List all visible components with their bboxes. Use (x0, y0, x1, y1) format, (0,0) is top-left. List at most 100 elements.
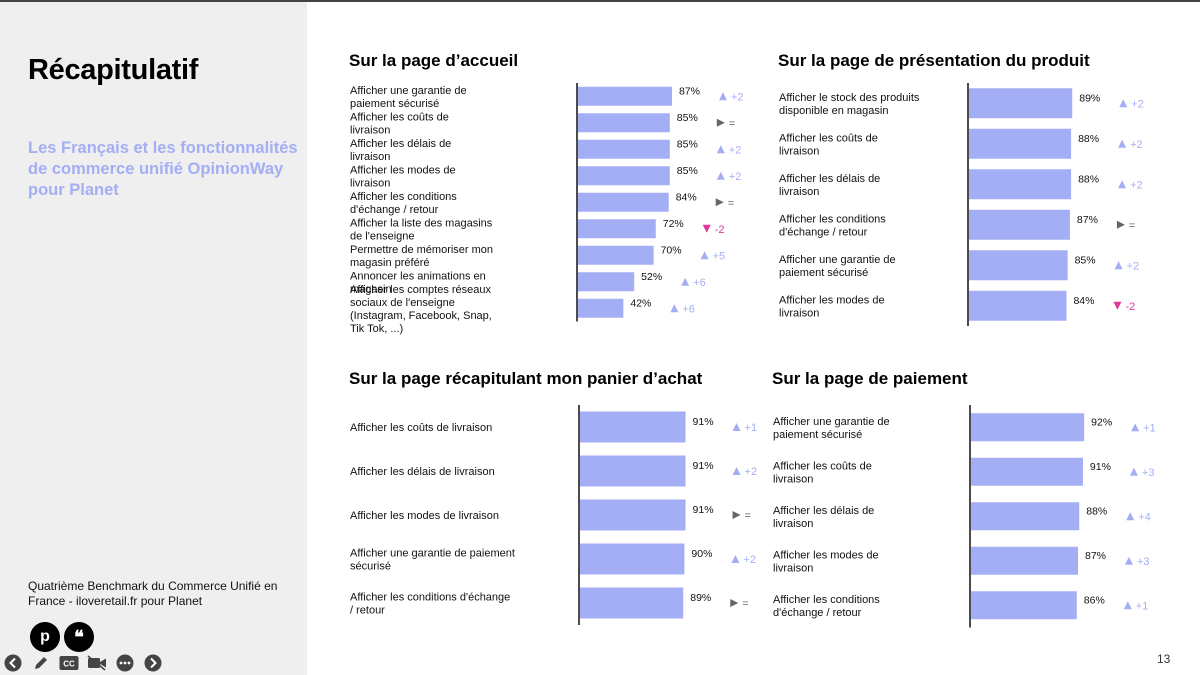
value-label: 87% (1085, 550, 1106, 562)
trend-up-icon (700, 251, 709, 260)
more-options-button[interactable] (115, 653, 135, 673)
value-label: 86% (1084, 594, 1105, 606)
trend-same-icon (715, 198, 724, 207)
value-label: 92% (1091, 416, 1112, 428)
bar (578, 219, 656, 239)
category-label: Afficher une garantie de paiement sécuris… (773, 416, 890, 441)
value-label: 91% (1090, 461, 1111, 473)
trend-up-icon (1129, 467, 1138, 476)
bar (580, 499, 686, 531)
change-label: = (1129, 220, 1135, 232)
page-number: 13 (1157, 652, 1171, 666)
value-label: 88% (1078, 133, 1099, 145)
category-label: Afficher les conditions d'échange / retou… (350, 191, 457, 216)
category-label: Afficher une garantie de paiement sécuris… (350, 548, 515, 573)
value-label: 70% (661, 244, 682, 256)
value-label: 87% (1077, 214, 1098, 226)
trend-down-icon (1113, 301, 1122, 310)
bar (578, 272, 635, 292)
bar (580, 543, 685, 575)
presentation-toolbar: CC (3, 652, 163, 674)
change-label: +3 (1137, 556, 1150, 568)
next-slide-button[interactable] (143, 653, 163, 673)
change-label: +2 (1131, 98, 1144, 110)
bar (578, 113, 670, 133)
chart-home-page: Afficher une garantie de paiement sécuris… (349, 83, 749, 338)
change-label: +2 (729, 171, 742, 183)
category-label: Afficher les conditions d'échange / retou… (350, 592, 510, 617)
chart-svg: Afficher le stock des produits disponible… (779, 83, 1144, 326)
value-label: 91% (693, 460, 714, 472)
change-label: = (728, 197, 734, 209)
trend-up-icon (1131, 423, 1140, 432)
trend-up-icon (1119, 99, 1128, 108)
change-label: = (729, 118, 735, 130)
trend-up-icon (670, 304, 679, 313)
source-note: Quatrième Benchmark du Commerce Unifié e… (28, 579, 278, 608)
bar (969, 209, 1070, 240)
chart-payment-page: Afficher une garantie de paiement sécuris… (772, 405, 1162, 630)
category-label: Afficher les délais de livraison (779, 173, 880, 198)
category-label: Afficher les conditions d'échange / retou… (779, 213, 886, 238)
pen-tool-button[interactable] (31, 653, 51, 673)
quote-logo-icon: ❝ (64, 622, 94, 652)
category-label: Permettre de mémoriser mon magasin préfér… (350, 244, 493, 269)
trend-up-icon (1118, 139, 1127, 148)
bar (580, 587, 684, 619)
trend-up-icon (681, 277, 690, 286)
value-label: 89% (690, 592, 711, 604)
change-label: +5 (713, 250, 726, 262)
chart-cart-page: Afficher les coûts de livraison 91% +1 Affi… (349, 405, 757, 630)
trend-up-icon (1123, 601, 1132, 610)
sidebar: Récapitulatif Les Français et les foncti… (0, 2, 307, 675)
value-label: 85% (1075, 254, 1096, 266)
previous-slide-button[interactable] (3, 653, 23, 673)
chart-svg: Afficher les coûts de livraison 91% +1 Affi… (350, 405, 757, 625)
trend-same-icon (1116, 220, 1125, 229)
planet-logo-icon: p (30, 622, 60, 652)
change-label: +2 (743, 554, 756, 566)
value-label: 85% (677, 165, 698, 177)
bar (971, 546, 1079, 575)
bar (969, 250, 1068, 281)
trend-up-icon (1114, 261, 1123, 270)
change-label: +2 (745, 466, 758, 478)
category-label: Afficher les modes de livraison (350, 164, 456, 189)
trend-same-icon (730, 599, 739, 607)
bar (971, 502, 1080, 531)
value-label: 85% (677, 138, 698, 150)
page-title: Récapitulatif (28, 54, 199, 86)
category-label: Afficher les coûts de livraison (350, 422, 492, 434)
category-label: Afficher le stock des produits disponible… (779, 92, 920, 117)
chart-title-cart-page: Sur la page récapitulant mon panier d’ac… (349, 369, 703, 388)
category-label: Afficher les délais de livraison (773, 505, 874, 530)
category-label: Afficher la liste des magasins de l'ensei… (350, 217, 493, 242)
captions-button[interactable]: CC (59, 653, 79, 673)
change-label: +3 (1142, 467, 1155, 479)
cc-icon: CC (59, 656, 79, 670)
trend-up-icon (718, 92, 727, 101)
svg-text:CC: CC (63, 660, 75, 669)
chart-svg: Afficher une garantie de paiement sécuris… (350, 83, 744, 335)
category-label: Afficher une garantie de paiement sécuris… (350, 85, 467, 110)
value-label: 42% (630, 297, 651, 309)
bar (578, 166, 670, 186)
trend-up-icon (1126, 512, 1135, 521)
category-label: Afficher les coûts de livraison (773, 460, 872, 485)
value-label: 88% (1078, 173, 1099, 185)
category-label: Afficher les modes de livraison (350, 510, 499, 522)
chart-title-payment-page: Sur la page de paiement (772, 369, 968, 388)
change-label: +2 (1130, 139, 1143, 151)
change-label: +6 (682, 303, 695, 315)
value-label: 52% (641, 271, 662, 283)
arrow-left-icon (4, 654, 22, 672)
bar (969, 128, 1072, 159)
category-label: Afficher les coûts de livraison (779, 132, 878, 157)
change-label: +1 (1136, 600, 1149, 612)
trend-up-icon (732, 467, 741, 475)
change-label: +2 (729, 144, 742, 156)
change-label: = (742, 598, 748, 610)
trend-up-icon (716, 171, 725, 180)
category-label: Afficher les délais de livraison (350, 466, 495, 478)
camera-button[interactable] (87, 653, 107, 673)
